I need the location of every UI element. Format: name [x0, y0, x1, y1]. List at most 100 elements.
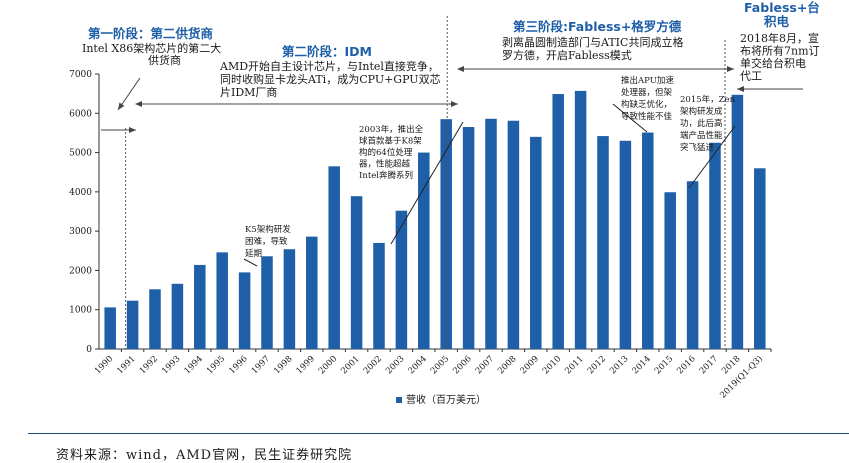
x-tick-label: 1998: [272, 354, 294, 376]
annotation-apu: 处理器，但架: [621, 87, 673, 98]
bar-2007: [485, 118, 497, 350]
bar-1991: [126, 300, 139, 349]
x-tick-label: 2008: [496, 354, 518, 376]
x-tick-label: 1999: [295, 354, 317, 376]
x-tick-label: 2011: [563, 354, 585, 376]
x-tick-label: 2012: [586, 354, 608, 376]
phase-4-title: 积电: [764, 14, 790, 29]
bar-1993: [171, 283, 184, 349]
annotation-zen: 架构研发成: [680, 106, 723, 117]
y-tick-label: 0: [86, 345, 92, 355]
bar-2010: [552, 94, 564, 350]
annotation-apu: 推出APU加速: [621, 75, 674, 86]
bar-1997: [261, 256, 273, 349]
bar-2009: [530, 136, 542, 349]
annotation-k5-pointer: [243, 258, 258, 267]
phase-4-title: Fabless+台: [744, 0, 820, 15]
bar-2018: [731, 94, 744, 349]
phase-4-desc: 单交给台积电: [740, 56, 806, 70]
phase-3-desc: 剥离晶圆制造部门与ATIC共同成立格: [502, 35, 683, 49]
y-tick-label: 7000: [69, 70, 92, 80]
x-tick-label: 2014: [631, 354, 653, 376]
x-tick-label: 2015: [653, 354, 675, 376]
y-tick-label: 4000: [69, 188, 92, 198]
bar-2004: [418, 152, 430, 349]
x-tick-label: 2000: [317, 354, 339, 376]
y-tick-label: 2000: [69, 266, 92, 276]
phase-2-title: 第二阶段：IDM: [282, 44, 372, 59]
annotation-k8: 2003年，推出全: [359, 124, 424, 135]
x-tick-label: 2017: [698, 354, 720, 376]
bar-2000: [328, 166, 340, 349]
bar-1994: [194, 264, 206, 349]
annotation-k8: 器，性能超越: [359, 159, 411, 170]
x-tick-label: 2001: [339, 354, 361, 376]
x-tick-label: 2006: [451, 354, 473, 376]
phase-4-desc: 代工: [740, 70, 762, 83]
x-tick-label: 1995: [205, 354, 227, 376]
y-tick-label: 3000: [69, 227, 92, 237]
annotation-k8: 构的64位处理: [359, 147, 413, 158]
phase-1-title: 第一阶段：第二供货商: [88, 26, 213, 41]
bar-1990: [104, 307, 116, 349]
annotation-zen: 端产品性能: [680, 130, 723, 141]
phase-4-desc: 布将所有7nm订: [740, 44, 820, 58]
annotation-apu: 构缺乏优化，: [621, 99, 672, 110]
annotation-k8-pointer: [390, 121, 464, 245]
bar-2011: [574, 90, 587, 350]
y-tick-label: 5000: [69, 149, 92, 159]
x-tick-label: 2009: [519, 354, 541, 376]
phase-3-title: 第三阶段:Fabless+格罗方德: [513, 19, 682, 34]
annotation-zen-pointer: [688, 125, 736, 189]
phase-4-desc: 2018年8月，宣: [740, 31, 819, 45]
bar-1999: [306, 236, 318, 349]
x-tick-label: 2013: [608, 354, 630, 376]
phase-2-desc: 同时收购显卡龙头ATi，成为CPU+GPU双芯: [220, 72, 441, 86]
phase-1-desc: 供货商: [148, 53, 181, 67]
bar-2005: [440, 119, 452, 349]
x-tick-label: 1993: [160, 354, 182, 376]
x-tick-label: 1991: [115, 354, 137, 376]
annotation-k5: 延期: [245, 248, 262, 259]
x-tick-label: 1994: [183, 354, 205, 376]
legend-label: 营收（百万美元）: [406, 393, 486, 406]
bar-2014: [642, 132, 654, 349]
x-tick-label: 1997: [250, 354, 272, 376]
source-note: 资料来源：wind，AMD官网，民生证券研究院: [56, 448, 353, 463]
bar-2002: [373, 242, 385, 349]
bar-2006: [462, 127, 475, 350]
chart-legend: 营收（百万美元）: [396, 393, 486, 406]
bar-2001: [350, 196, 363, 349]
bar-2015: [664, 192, 676, 349]
x-tick-label: 2016: [675, 354, 697, 376]
annotation-apu: 导致性能不佳: [621, 111, 673, 122]
x-tick-label: 2005: [429, 354, 451, 376]
phase-2-desc: 片IDM厂商: [220, 85, 277, 99]
x-tick-label: 2004: [407, 354, 429, 376]
x-tick-label: 2002: [362, 354, 384, 376]
x-tick-label: 2007: [474, 354, 496, 376]
legend-swatch: [396, 397, 402, 403]
bar-2008: [507, 120, 520, 349]
footer-rule: [28, 433, 849, 434]
x-tick-label: 1992: [138, 354, 160, 376]
bar-1992: [149, 289, 161, 349]
phase-1-pointer: [117, 77, 141, 111]
bar-2017: [709, 142, 721, 349]
annotation-k8: Intel奔腾系列: [359, 170, 413, 181]
annotation-zen: 2015年，Zen: [680, 94, 736, 105]
x-tick-label: 1990: [93, 354, 115, 376]
bar-1995: [216, 252, 228, 349]
y-tick-label: 6000: [69, 109, 92, 119]
phase-1-desc: Intel X86架构芯片的第二大: [82, 41, 221, 55]
annotation-k5: 困难，导致: [245, 236, 288, 247]
bar-2016: [686, 181, 699, 349]
bar-2019(Q1-Q3): [754, 168, 766, 349]
annotation-k8: 球首款基于K8架: [359, 136, 422, 147]
x-tick-label: 2003: [384, 354, 406, 376]
annotation-apu-pointer: [612, 103, 648, 133]
annotation-k5: K5架构研发: [245, 224, 291, 235]
